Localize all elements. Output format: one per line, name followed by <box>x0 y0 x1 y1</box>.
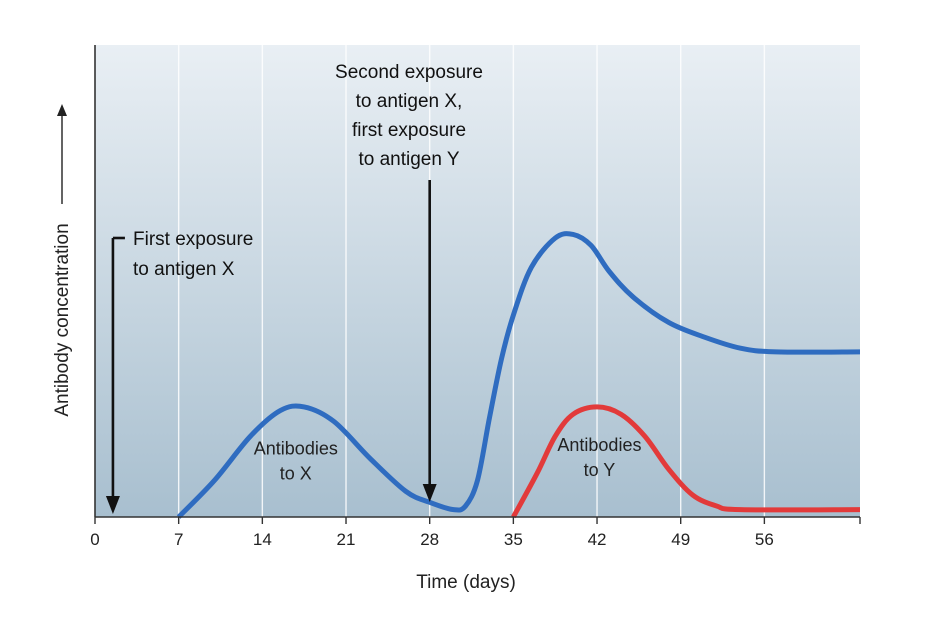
x-axis-title: Time (days) <box>416 572 516 593</box>
x-tick-label: 14 <box>253 530 272 549</box>
gridlines <box>177 45 766 517</box>
x-tick-label: 0 <box>90 530 99 549</box>
first-exposure-arrow-head <box>105 496 120 514</box>
series-line-antibodies-x <box>176 231 861 519</box>
first-exposure-label: First exposure to antigen X <box>133 229 253 280</box>
x-tick-label: 7 <box>174 530 183 549</box>
series-layer <box>176 231 861 519</box>
second-exposure-label: Second exposure to antigen X, first exposu… <box>335 62 483 170</box>
y-axis-title-group: Antibody concentration <box>52 104 73 417</box>
plot-background <box>95 45 860 517</box>
annotation-layer: First exposure to antigen X Second exposur… <box>105 62 483 514</box>
series-line-antibodies-y <box>511 404 861 519</box>
y-axis-title: Antibody concentration <box>52 223 73 416</box>
curve-label: Antibodies to X <box>254 438 338 483</box>
x-tick-label: 21 <box>337 530 356 549</box>
x-ticks: 0 7 14 21 28 35 42 49 56 <box>90 517 861 549</box>
x-tick-label: 49 <box>671 530 690 549</box>
x-tick-label: 56 <box>755 530 774 549</box>
second-exposure-arrow-head <box>422 484 437 502</box>
y-axis-arrow-head <box>57 104 67 116</box>
curve-label: Antibodies to Y <box>557 435 641 480</box>
x-tick-label: 42 <box>588 530 607 549</box>
curve-label-layer: Antibodies to X Antibodies to Y <box>254 435 642 484</box>
x-tick-label: 35 <box>504 530 523 549</box>
x-tick-label: 28 <box>420 530 439 549</box>
